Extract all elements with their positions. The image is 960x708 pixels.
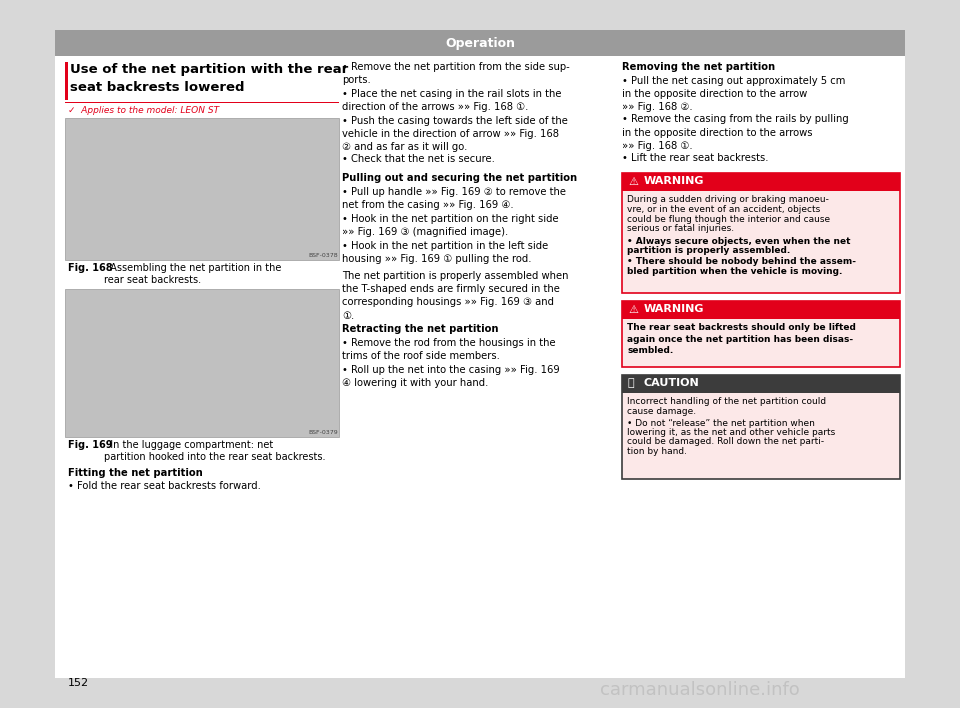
Text: could be flung though the interior and cause: could be flung though the interior and c…	[627, 215, 830, 224]
Text: • Do not “release” the net partition when: • Do not “release” the net partition whe…	[627, 418, 815, 428]
Text: Removing the net partition: Removing the net partition	[622, 62, 775, 72]
FancyBboxPatch shape	[622, 173, 900, 292]
Text: serious or fatal injuries.: serious or fatal injuries.	[627, 224, 734, 233]
FancyBboxPatch shape	[65, 289, 339, 437]
Text: 152: 152	[68, 678, 89, 688]
FancyBboxPatch shape	[622, 375, 900, 392]
Text: could be damaged. Roll down the net parti-: could be damaged. Roll down the net part…	[627, 438, 824, 447]
FancyBboxPatch shape	[65, 102, 339, 103]
Text: • Fold the rear seat backrests forward.: • Fold the rear seat backrests forward.	[68, 481, 261, 491]
Text: • Place the net casing in the rail slots in the
direction of the arrows »» Fig. : • Place the net casing in the rail slots…	[342, 89, 562, 112]
Text: Operation: Operation	[445, 37, 515, 50]
Text: ⚠: ⚠	[628, 304, 638, 314]
Text: • Remove the net partition from the side sup-
ports.: • Remove the net partition from the side…	[342, 62, 569, 85]
Text: cause damage.: cause damage.	[627, 407, 696, 416]
Text: • Pull up handle »» Fig. 169 ② to remove the
net from the casing »» Fig. 169 ④.: • Pull up handle »» Fig. 169 ② to remove…	[342, 187, 566, 210]
Text: • Check that the net is secure.: • Check that the net is secure.	[342, 154, 494, 164]
Text: ⓘ: ⓘ	[628, 379, 635, 389]
Text: CAUTION: CAUTION	[644, 379, 700, 389]
Text: vre, or in the event of an accident, objects: vre, or in the event of an accident, obj…	[627, 205, 820, 214]
Text: WARNING: WARNING	[644, 176, 705, 186]
Text: • Hook in the net partition on the right side
»» Fig. 169 ③ (magnified image).: • Hook in the net partition on the right…	[342, 214, 559, 237]
Text: tion by hand.: tion by hand.	[627, 447, 687, 456]
FancyBboxPatch shape	[65, 62, 67, 100]
Text: BSF-0378: BSF-0378	[308, 253, 338, 258]
Text: In the luggage compartment: net
partition hooked into the rear seat backrests.: In the luggage compartment: net partitio…	[104, 440, 325, 462]
Text: The rear seat backrests should only be lifted
again once the net partition has b: The rear seat backrests should only be l…	[627, 324, 856, 355]
Text: • Roll up the net into the casing »» Fig. 169
④ lowering it with your hand.: • Roll up the net into the casing »» Fig…	[342, 365, 560, 388]
Text: Use of the net partition with the rear
seat backrests lowered: Use of the net partition with the rear s…	[70, 63, 348, 94]
Text: • Remove the rod from the housings in the
trims of the roof side members.: • Remove the rod from the housings in th…	[342, 338, 556, 361]
Text: ✓  Applies to the model: LEON ST: ✓ Applies to the model: LEON ST	[68, 106, 219, 115]
Text: • Remove the casing from the rails by pulling
in the opposite direction to the a: • Remove the casing from the rails by pu…	[622, 115, 849, 151]
FancyBboxPatch shape	[622, 173, 900, 190]
FancyBboxPatch shape	[622, 300, 900, 319]
FancyBboxPatch shape	[65, 118, 339, 260]
Text: • Hook in the net partition in the left side
housing »» Fig. 169 ① pulling the r: • Hook in the net partition in the left …	[342, 241, 548, 264]
Text: • Lift the rear seat backrests.: • Lift the rear seat backrests.	[622, 153, 769, 163]
Text: WARNING: WARNING	[644, 304, 705, 314]
Text: • Push the casing towards the left side of the
vehicle in the direction of arrow: • Push the casing towards the left side …	[342, 116, 568, 152]
FancyBboxPatch shape	[622, 375, 900, 479]
Text: Assembling the net partition in the
rear seat backrests.: Assembling the net partition in the rear…	[104, 263, 281, 285]
Text: bled partition when the vehicle is moving.: bled partition when the vehicle is movin…	[627, 267, 842, 276]
Text: carmanualsonline.info: carmanualsonline.info	[600, 681, 800, 699]
Text: • Always secure objects, even when the net: • Always secure objects, even when the n…	[627, 236, 851, 246]
Text: The net partition is properly assembled when
the T-shaped ends are firmly secure: The net partition is properly assembled …	[342, 271, 568, 321]
Text: Fig. 169: Fig. 169	[68, 440, 112, 450]
Text: Retracting the net partition: Retracting the net partition	[342, 324, 498, 334]
Text: partition is properly assembled.: partition is properly assembled.	[627, 246, 790, 255]
Text: • Pull the net casing out approximately 5 cm
in the opposite direction to the ar: • Pull the net casing out approximately …	[622, 76, 846, 113]
Text: • There should be nobody behind the assem-: • There should be nobody behind the asse…	[627, 258, 856, 266]
FancyBboxPatch shape	[55, 30, 905, 56]
Text: Pulling out and securing the net partition: Pulling out and securing the net partiti…	[342, 173, 577, 183]
Text: Incorrect handling of the net partition could: Incorrect handling of the net partition …	[627, 397, 827, 406]
Text: Fitting the net partition: Fitting the net partition	[68, 468, 203, 478]
FancyBboxPatch shape	[622, 300, 900, 367]
Text: ⚠: ⚠	[628, 176, 638, 186]
Text: lowering it, as the net and other vehicle parts: lowering it, as the net and other vehicl…	[627, 428, 835, 437]
FancyBboxPatch shape	[55, 56, 905, 678]
Text: Fig. 168: Fig. 168	[68, 263, 112, 273]
Text: BSF-0379: BSF-0379	[308, 430, 338, 435]
Text: During a sudden driving or braking manoeu-: During a sudden driving or braking manoe…	[627, 195, 828, 205]
